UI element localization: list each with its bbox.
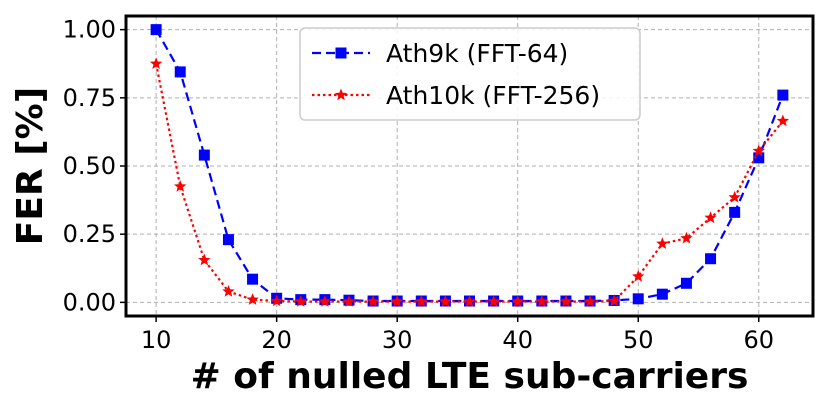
data-point [583,295,597,307]
data-point [680,277,692,289]
data-point [535,295,548,307]
data-point [247,273,259,285]
data-point [753,152,765,164]
data-point [174,179,187,192]
data-point [656,288,668,300]
x-tick-label: 20 [261,326,292,354]
data-point [680,231,693,244]
x-tick-label: 40 [502,326,533,354]
series-2 [149,57,790,307]
x-tick-label: 30 [382,326,413,354]
data-point [222,284,235,297]
data-point [632,293,644,305]
legend-box [299,27,641,121]
y-tick-label: 1.00 [63,16,116,44]
y-tick-label: 0.50 [63,152,116,180]
legend-marker [335,47,347,59]
data-point [511,295,524,307]
y-tick-label: 0.25 [63,220,116,248]
data-point [632,269,645,282]
data-point [415,295,428,307]
data-point [318,295,332,307]
data-point [776,114,790,127]
y-axis-title: FER [%] [10,87,51,245]
legend-label: Ath10k (FFT-256) [386,81,600,110]
data-point [487,295,500,307]
data-point [559,295,573,307]
data-point [149,57,163,69]
data-point [705,253,717,265]
data-point [174,66,186,78]
x-axis-title: # of nulled LTE sub-carriers [191,356,749,397]
data-point [728,190,741,203]
data-point [150,24,162,36]
series-layer [149,24,790,307]
data-point [752,144,765,157]
legend-entry: Ath10k (FFT-256) [312,81,600,110]
data-point [294,295,307,307]
data-point [270,294,283,307]
data-point [198,253,211,266]
data-point [246,293,259,305]
x-tick-label: 50 [623,326,654,354]
y-tick-label: 0.00 [63,288,116,316]
data-point [439,295,452,307]
y-tick-label: 0.75 [63,84,116,112]
data-point [729,206,741,218]
legend-label: Ath9k (FFT-64) [386,39,568,68]
x-tick-label: 60 [743,326,774,354]
data-point [391,295,404,307]
legend-marker [334,88,348,101]
axis-ticks: 10 20 30 40 50 60 0.00 0.25 0.50 0.75 1.00 [63,16,774,354]
data-point [198,149,210,161]
data-point [607,294,621,307]
x-tick-label: 10 [141,326,172,354]
data-point [777,89,789,101]
data-point [656,237,669,249]
data-point [342,295,356,307]
data-point [222,234,234,246]
data-point [704,211,717,224]
data-point [366,295,380,307]
legend-entry: Ath9k (FFT-64) [312,39,568,68]
legend: Ath9k (FFT-64) Ath10k (FFT-256) [299,27,641,121]
data-point [463,295,476,307]
